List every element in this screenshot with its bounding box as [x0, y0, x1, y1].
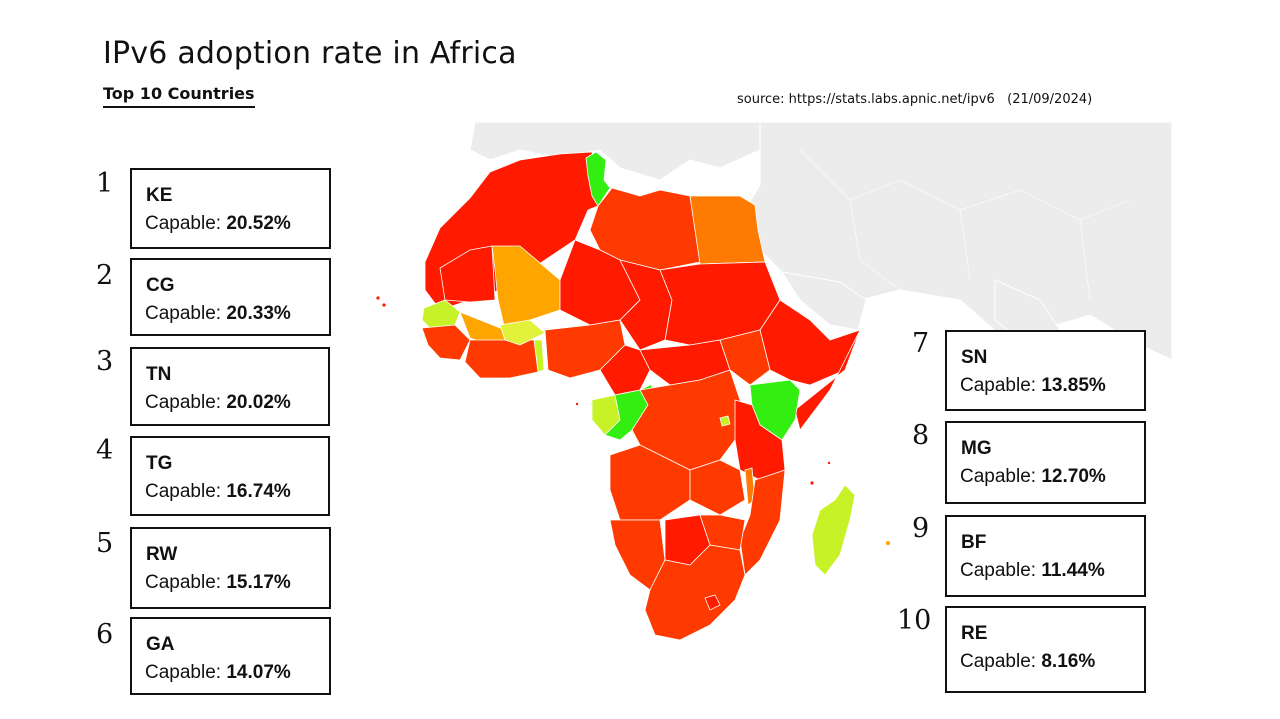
country-card: GA Capable: 14.07%: [130, 617, 331, 695]
rank-number: 5: [96, 528, 114, 559]
region-tunisia: [585, 151, 611, 207]
page-subtitle: Top 10 Countries: [103, 84, 255, 108]
capable-label: Capable:: [960, 466, 1037, 487]
region-guinea: [421, 324, 471, 361]
capable-label: Capable:: [960, 375, 1037, 396]
country-code: GA: [146, 634, 175, 655]
country-card: SN Capable: 13.85%: [945, 330, 1146, 411]
region-somalia: [794, 329, 861, 431]
region-ghana: [464, 339, 539, 379]
country-code: BF: [961, 532, 987, 553]
country-card: RE Capable: 8.16%: [945, 606, 1146, 693]
region-seychelles: [827, 460, 832, 465]
capable-line: Capable: 15.17%: [145, 572, 291, 594]
capable-label: Capable:: [145, 213, 222, 234]
capable-value: 13.85%: [1041, 375, 1106, 396]
capable-line: Capable: 14.07%: [145, 662, 291, 684]
region-south-africa: [644, 544, 746, 641]
region-comoros: [809, 480, 815, 486]
country-card: CG Capable: 20.33%: [130, 258, 331, 336]
africa-countries: [375, 151, 891, 641]
rank-number: 9: [912, 513, 930, 544]
capable-label: Capable:: [145, 481, 222, 502]
region-egypt: [689, 195, 766, 265]
region-lesotho: [704, 594, 721, 611]
region-guinea-2: [499, 319, 546, 346]
rank-number: 10: [897, 605, 932, 636]
country-code: RE: [961, 623, 988, 644]
page-title: IPv6 adoption rate in Africa: [103, 36, 517, 71]
capable-value: 16.74%: [226, 481, 291, 502]
rank-number: 1: [96, 168, 114, 199]
rank-number: 6: [96, 619, 114, 650]
country-code: KE: [146, 185, 173, 206]
capable-line: Capable: 8.16%: [960, 651, 1095, 673]
country-card: MG Capable: 12.70%: [945, 421, 1146, 504]
rank-number: 7: [912, 328, 930, 359]
capable-label: Capable:: [960, 651, 1037, 672]
country-code: CG: [146, 275, 175, 296]
capable-value: 12.70%: [1041, 466, 1106, 487]
background-borders: [799, 149, 1131, 301]
region-cape-verde: [375, 295, 381, 301]
region-sao-tome: [575, 401, 580, 406]
capable-value: 14.07%: [226, 662, 291, 683]
capable-label: Capable:: [145, 303, 222, 324]
rank-number: 8: [912, 420, 930, 451]
capable-value: 15.17%: [226, 572, 291, 593]
capable-value: 20.52%: [226, 213, 291, 234]
capable-label: Capable:: [145, 572, 222, 593]
capable-line: Capable: 20.33%: [145, 303, 291, 325]
capable-label: Capable:: [960, 560, 1037, 581]
region-zimbabwe: [699, 514, 746, 551]
region-cape-verde-2: [381, 302, 387, 308]
region-zambia: [689, 459, 746, 516]
capable-line: Capable: 20.02%: [145, 392, 291, 414]
capable-label: Capable:: [145, 662, 222, 683]
capable-value: 20.02%: [226, 392, 291, 413]
region-madagascar: [811, 484, 856, 576]
region-mali: [491, 245, 561, 331]
country-code: TN: [146, 364, 172, 385]
capable-line: Capable: 13.85%: [960, 375, 1106, 397]
region-mozambique: [739, 469, 786, 576]
country-card: TG Capable: 16.74%: [130, 436, 330, 516]
country-card: TN Capable: 20.02%: [130, 347, 330, 426]
rank-number: 4: [96, 435, 114, 466]
country-code: RW: [146, 544, 178, 565]
capable-value: 11.44%: [1041, 560, 1105, 581]
region-rwanda: [719, 415, 731, 427]
rank-number: 2: [96, 260, 114, 291]
country-code: SN: [961, 347, 988, 368]
capable-line: Capable: 11.44%: [960, 560, 1105, 582]
region-reunion: [885, 540, 891, 546]
region-south-sudan: [719, 329, 771, 386]
source-note: source: https://stats.labs.apnic.net/ipv…: [737, 92, 1093, 107]
capable-line: Capable: 16.74%: [145, 481, 291, 503]
capable-line: Capable: 20.52%: [145, 213, 291, 235]
country-card: RW Capable: 15.17%: [130, 527, 331, 609]
country-card: BF Capable: 11.44%: [945, 515, 1146, 597]
capable-value: 8.16%: [1041, 651, 1096, 672]
country-code: TG: [146, 453, 173, 474]
capable-line: Capable: 12.70%: [960, 466, 1106, 488]
rank-number: 3: [96, 346, 114, 377]
capable-value: 20.33%: [226, 303, 291, 324]
country-card: KE Capable: 20.52%: [130, 168, 331, 249]
country-code: MG: [961, 438, 992, 459]
capable-label: Capable:: [145, 392, 222, 413]
